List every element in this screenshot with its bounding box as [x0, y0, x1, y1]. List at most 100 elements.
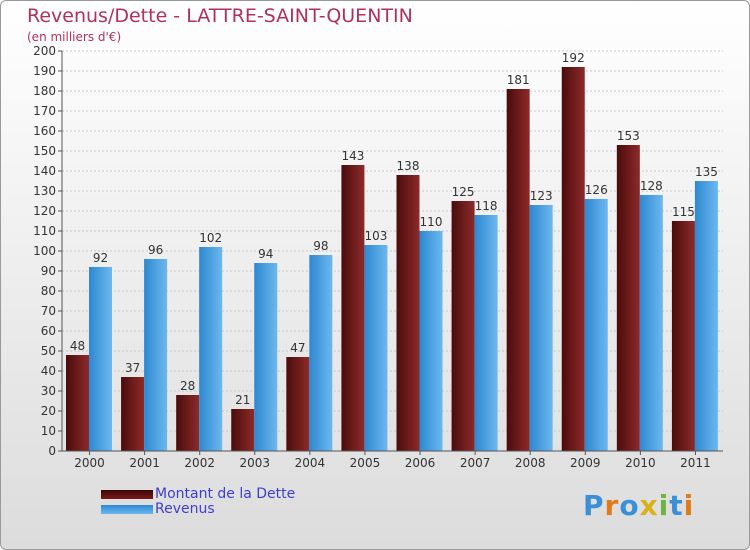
y-tick-label: 120 [33, 204, 56, 218]
x-tick-label: 2000 [74, 456, 105, 470]
bar-value-label: 48 [70, 339, 85, 353]
y-tick-label: 60 [41, 324, 56, 338]
chart-title: Revenus/Dette - LATTRE-SAINT-QUENTIN [27, 5, 413, 27]
logo-letter: i [683, 489, 695, 522]
x-tick-label: 2004 [295, 456, 326, 470]
bar-dette [66, 355, 89, 451]
bar-value-label: 21 [235, 393, 250, 407]
x-tick-label: 2006 [405, 456, 436, 470]
y-tick-label: 10 [41, 424, 56, 438]
bar-dette [396, 175, 420, 451]
axes [61, 51, 723, 452]
bar-revenus [419, 231, 443, 451]
bar-dette [561, 67, 585, 451]
bar-value-label: 94 [258, 247, 273, 261]
bar-dette [121, 377, 145, 451]
bar-revenus [694, 181, 718, 451]
bar-dette [506, 89, 530, 451]
bar-value-label: 118 [475, 199, 498, 213]
bar-value-label: 103 [364, 229, 387, 243]
x-tick-label: 2001 [129, 456, 160, 470]
data-labels: 48 92 2000 37 96 2001 28 102 2002 21 94 2003 47 98 200… [70, 51, 718, 470]
bar-value-label: 110 [420, 215, 443, 229]
bar-dette [286, 357, 310, 451]
bar-value-label: 126 [585, 183, 608, 197]
y-tick-label: 70 [41, 304, 56, 318]
y-tick-label: 190 [33, 64, 56, 78]
x-tick-label: 2007 [460, 456, 491, 470]
x-tick-label: 2011 [680, 456, 711, 470]
bar-value-label: 102 [199, 231, 222, 245]
y-tick-label: 20 [41, 404, 56, 418]
y-tick-label: 0 [48, 444, 56, 458]
bars [66, 67, 718, 451]
logo-letter: i [658, 489, 670, 522]
bar-value-label: 98 [313, 239, 328, 253]
bar-value-label: 123 [530, 189, 553, 203]
bar-revenus [639, 195, 663, 451]
bar-revenus [144, 259, 168, 451]
bar-value-label: 128 [640, 179, 663, 193]
bar-revenus [584, 199, 608, 451]
legend-swatch-dette [101, 490, 153, 499]
bar-value-label: 181 [507, 73, 530, 87]
bar-value-label: 28 [180, 379, 195, 393]
y-tick-label: 50 [41, 344, 56, 358]
grid: 0 10 20 30 40 50 60 70 80 90 100 110 120 130 140 150 160… [33, 44, 723, 458]
bar-value-label: 92 [93, 251, 108, 265]
x-tick-label: 2005 [350, 456, 381, 470]
bar-value-label: 37 [125, 361, 140, 375]
y-tick-label: 100 [33, 244, 56, 258]
legend-label-revenus: Revenus [155, 501, 215, 517]
y-tick-label: 150 [33, 144, 56, 158]
y-tick-label: 90 [41, 264, 56, 278]
bar-dette [231, 409, 255, 451]
y-tick-label: 40 [41, 364, 56, 378]
bar-value-label: 125 [452, 185, 475, 199]
y-tick-label: 180 [33, 84, 56, 98]
logo-letter: P [583, 489, 605, 522]
bar-value-label: 143 [341, 149, 364, 163]
bar-revenus [309, 255, 333, 451]
bar-value-label: 192 [562, 51, 585, 65]
x-tick-label: 2008 [515, 456, 546, 470]
chart-subtitle: (en milliers d'€) [27, 30, 122, 44]
legend-swatch-revenus [101, 505, 153, 514]
logo-letter: o [619, 489, 640, 522]
logo-letter: x [639, 489, 659, 522]
y-tick-label: 160 [33, 124, 56, 138]
y-tick-label: 130 [33, 184, 56, 198]
bar-dette [671, 221, 695, 451]
bar-revenus [529, 205, 553, 451]
x-tick-label: 2002 [184, 456, 215, 470]
x-tick-label: 2010 [625, 456, 656, 470]
y-tick-label: 140 [33, 164, 56, 178]
bar-dette [341, 165, 365, 451]
y-tick-label: 200 [33, 44, 56, 58]
bar-revenus [254, 263, 278, 451]
bar-value-label: 138 [397, 159, 420, 173]
logo-letter: r [604, 489, 620, 522]
bar-value-label: 47 [290, 341, 305, 355]
y-tick-label: 110 [33, 224, 56, 238]
y-tick-label: 170 [33, 104, 56, 118]
bar-revenus [199, 247, 223, 451]
bar-value-label: 96 [148, 243, 163, 257]
logo-letter: t [669, 489, 684, 522]
proxiti-logo: Proxiti [583, 489, 694, 522]
bar-revenus [474, 215, 498, 451]
bar-revenus [364, 245, 388, 451]
legend-label-dette: Montant de la Dette [155, 486, 296, 502]
y-tick-label: 30 [41, 384, 56, 398]
y-tick-label: 80 [41, 284, 56, 298]
bar-dette [176, 395, 200, 451]
bar-dette [451, 201, 475, 451]
bar-revenus [89, 267, 112, 451]
bar-value-label: 153 [617, 129, 640, 143]
bar-value-label: 115 [672, 205, 695, 219]
bar-dette [616, 145, 640, 451]
x-tick-label: 2009 [570, 456, 601, 470]
x-tick-label: 2003 [240, 456, 271, 470]
